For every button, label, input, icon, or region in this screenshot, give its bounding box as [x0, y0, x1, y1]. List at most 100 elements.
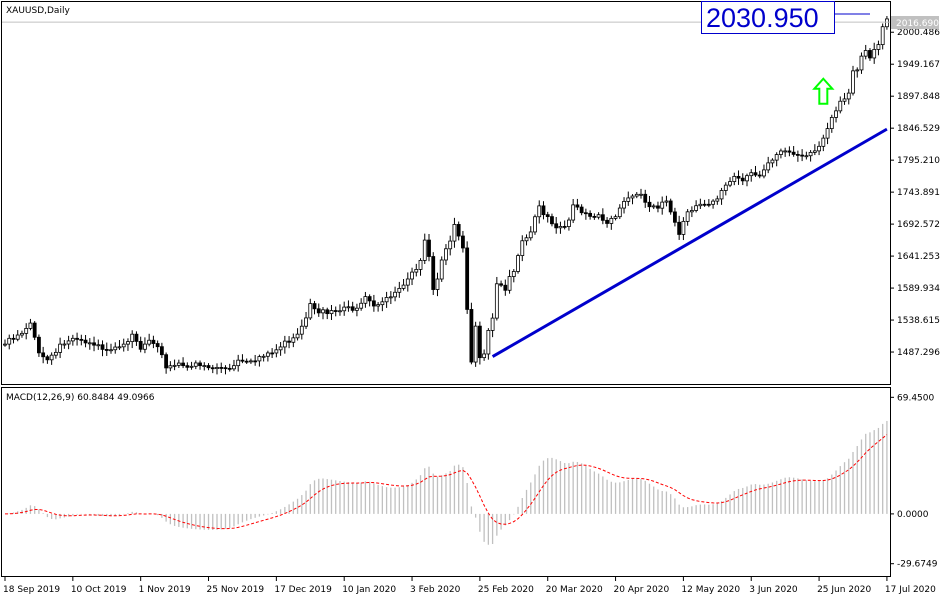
candle	[689, 206, 694, 218]
macd-tick-label: 69.4500	[897, 393, 934, 403]
candle	[490, 313, 495, 338]
candle	[20, 330, 24, 338]
candle	[838, 96, 843, 114]
candle	[371, 294, 376, 312]
candle	[159, 342, 164, 359]
price-tick-label: 1743.891	[897, 188, 940, 198]
candle	[537, 200, 542, 224]
candle	[338, 304, 342, 316]
candle	[647, 195, 652, 212]
candle	[482, 349, 487, 361]
candle	[401, 278, 406, 291]
price-tick-label: 1589.934	[897, 284, 940, 294]
current-price-text: 2016.690	[896, 19, 939, 29]
candle	[825, 122, 830, 145]
candle	[45, 354, 50, 364]
candle	[494, 276, 499, 321]
candle	[600, 208, 605, 225]
candle	[350, 301, 355, 313]
candle	[435, 272, 440, 297]
date-tick-label: 25 Jun 2020	[817, 585, 871, 595]
candle	[524, 234, 529, 246]
candle	[210, 364, 215, 374]
candle	[808, 150, 813, 162]
candle	[75, 332, 79, 346]
candle	[70, 334, 75, 346]
candle	[397, 281, 402, 298]
candle	[863, 44, 868, 60]
candle	[545, 211, 550, 223]
candle	[384, 291, 389, 308]
candle	[32, 321, 37, 341]
date-tick-label: 10 Oct 2019	[71, 585, 127, 595]
candle	[469, 302, 474, 365]
bid-price-box: 2030.950	[701, 1, 870, 34]
candle	[117, 340, 122, 350]
candle	[321, 307, 325, 320]
candle	[287, 336, 291, 349]
macd-label: MACD(12,26,9) 60.8484 49.0966	[6, 393, 155, 403]
candle	[723, 182, 728, 196]
candle	[367, 294, 372, 307]
candle	[215, 363, 219, 375]
candle	[702, 199, 707, 207]
date-tick-label: 10 Jan 2020	[342, 585, 396, 595]
candle	[613, 214, 618, 221]
candle	[795, 150, 800, 162]
candle	[851, 65, 855, 96]
candle	[376, 302, 381, 312]
candle	[198, 360, 202, 370]
candle	[24, 323, 29, 340]
candle	[617, 204, 622, 219]
date-axis: 18 Sep 2019 10 Oct 2019 1 Nov 2019 25 Nov 2…	[3, 577, 936, 595]
candle	[605, 217, 609, 228]
price-panel	[1, 1, 891, 385]
candle	[511, 269, 516, 283]
candle	[333, 306, 338, 317]
candle	[728, 177, 732, 188]
candle	[694, 200, 699, 213]
candle	[876, 40, 881, 56]
price-tick-label: 1538.615	[897, 316, 940, 326]
candle	[422, 233, 427, 264]
candle	[329, 304, 334, 321]
candle	[388, 291, 393, 305]
symbol-title: XAUUSD,Daily	[6, 6, 70, 16]
candle	[711, 199, 715, 209]
candle	[240, 354, 245, 364]
candle	[83, 334, 88, 348]
candle	[660, 196, 665, 215]
date-tick-label: 20 Apr 2020	[614, 585, 670, 595]
candle	[227, 363, 232, 372]
candle	[596, 212, 601, 220]
price-tick-label: 1897.848	[897, 92, 940, 102]
candle	[558, 221, 563, 234]
candle	[316, 303, 321, 317]
candle	[3, 339, 7, 347]
candle	[855, 67, 860, 78]
candle	[766, 156, 771, 174]
candle	[567, 217, 571, 231]
candle	[414, 263, 419, 277]
date-tick-label: 18 Sep 2019	[3, 585, 60, 595]
candle	[834, 106, 838, 123]
candle	[7, 334, 12, 350]
candle	[410, 267, 414, 286]
candle	[719, 187, 724, 205]
candle	[634, 192, 639, 199]
candle	[541, 201, 546, 220]
macd-tick-label: 0.0000	[897, 510, 929, 520]
candle	[651, 203, 656, 210]
candle	[244, 358, 249, 364]
candle	[143, 337, 147, 354]
candle	[49, 352, 54, 365]
date-tick-label: 25 Nov 2019	[207, 585, 265, 595]
candle	[575, 198, 580, 211]
candle	[804, 151, 809, 160]
candle	[779, 148, 783, 159]
candle	[104, 342, 109, 356]
candle	[299, 319, 304, 340]
candle	[630, 194, 635, 205]
candle	[829, 114, 834, 133]
macd-signal-line	[4, 434, 888, 530]
